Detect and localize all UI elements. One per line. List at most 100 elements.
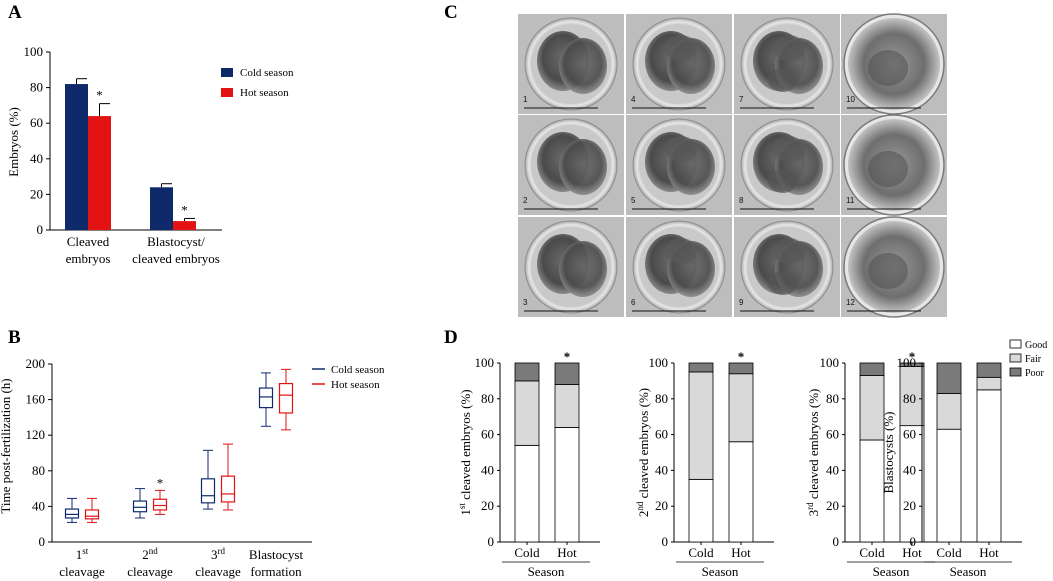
panel-d-ytick-label: 80 bbox=[655, 391, 668, 406]
panel-d-legend: Good Fair Poor bbox=[1009, 339, 1047, 379]
panel-a-xlabels: Cleaved embryos Blastocyst/cleaved embryos bbox=[66, 234, 220, 266]
panel-d-ytick-label: 40 bbox=[826, 462, 839, 477]
panel-d-category-label: Cold bbox=[936, 545, 962, 560]
bar bbox=[173, 221, 196, 230]
blastomere bbox=[773, 136, 805, 162]
box bbox=[152, 498, 168, 511]
panel-a-xlabel: Blastocyst/ bbox=[147, 234, 205, 249]
stack-segment-fair bbox=[514, 380, 540, 446]
significance-mark: * bbox=[564, 349, 571, 364]
panel-b-ytick-label: 120 bbox=[26, 427, 46, 442]
panel-b-boxes: * bbox=[64, 368, 294, 523]
panel-b-xlabel: 1st bbox=[76, 546, 89, 562]
blastomere bbox=[559, 38, 607, 94]
panel-a-xlabel: Cleaved bbox=[67, 234, 110, 249]
panel-b-ytick-label: 80 bbox=[32, 463, 45, 478]
panel-d-xlabel: Season bbox=[528, 564, 565, 579]
legend-swatch-cold bbox=[221, 68, 233, 77]
micrograph-number: 2 bbox=[523, 196, 528, 205]
legend-label-cold-b: Cold season bbox=[331, 364, 385, 376]
panel-d-ytick-label: 60 bbox=[903, 427, 916, 442]
stack-segment-good bbox=[688, 478, 714, 543]
panel-d-subchart: 1st cleaved embryos (%) 0 20 40 60 80 100 Cold *… bbox=[457, 349, 600, 579]
panel-a-ytick-label: 100 bbox=[24, 44, 44, 59]
micrograph-number: 9 bbox=[739, 298, 744, 307]
panel-d-ytick-label: 0 bbox=[910, 534, 917, 549]
panel-d-category-label: Cold bbox=[859, 545, 885, 560]
box bbox=[258, 387, 274, 409]
panel-d-subcharts: 1st cleaved embryos (%) 0 20 40 60 80 100 Cold *… bbox=[457, 349, 1022, 579]
panel-d-subchart: Blastocysts (%) 0 20 40 60 80 100 Cold Hot Season bbox=[881, 355, 1022, 579]
panel-b-xlabel: 2nd bbox=[142, 546, 158, 562]
panel-b-xlabel: Blastocyst bbox=[249, 547, 304, 562]
panel-b-xlabel: formation bbox=[250, 564, 302, 579]
stack-segment-poor bbox=[936, 362, 962, 394]
blastomere bbox=[559, 241, 607, 297]
legend-swatch-fair bbox=[1009, 353, 1022, 363]
panel-a-ytick-label: 0 bbox=[37, 222, 44, 237]
blastomere bbox=[773, 35, 805, 61]
micrograph-tile: 8 bbox=[734, 115, 840, 215]
legend-label-cold: Cold season bbox=[240, 67, 294, 79]
blastomere bbox=[768, 68, 798, 92]
panel-a-legend: Cold season Hot season bbox=[221, 67, 294, 99]
stack-segment-poor bbox=[976, 362, 1002, 378]
panel-label-b: B bbox=[8, 327, 21, 348]
significance-mark: * bbox=[181, 202, 188, 217]
micrograph-tile: 1 bbox=[518, 14, 624, 114]
blastomere bbox=[773, 238, 805, 264]
panel-d-ytick-label: 100 bbox=[649, 355, 669, 370]
panel-a-ytick-label: 80 bbox=[30, 80, 43, 95]
stack-segment-good bbox=[728, 441, 754, 543]
micrograph-tile: 3 bbox=[518, 217, 624, 317]
stack-segment-poor bbox=[554, 362, 580, 385]
stack-segment-fair bbox=[899, 366, 925, 427]
panel-d-ytick-label: 20 bbox=[826, 498, 839, 513]
stack-segment-fair bbox=[936, 393, 962, 430]
panel-d-ytick-label: 20 bbox=[903, 498, 916, 513]
panel-a-ytick-label: 40 bbox=[30, 151, 43, 166]
stack-segment-poor bbox=[688, 362, 714, 373]
significance-mark: * bbox=[738, 349, 745, 364]
panel-d-ytick-label: 0 bbox=[662, 534, 669, 549]
panel-d-ytick-label: 0 bbox=[833, 534, 840, 549]
panel-b-ylabel: Time post-fertilization (h) bbox=[0, 378, 13, 513]
panel-d-category-label: Cold bbox=[514, 545, 540, 560]
panel-d-ytick-label: 40 bbox=[903, 462, 916, 477]
panel-d-ytick-label: 100 bbox=[475, 355, 495, 370]
box bbox=[220, 475, 236, 503]
micrograph-tile: 4 bbox=[626, 14, 732, 114]
panel-d-subchart: 3rd cleaved embryos (%) 0 20 40 60 80 100 Cold *… bbox=[805, 349, 945, 579]
significance-mark: * bbox=[96, 88, 103, 103]
blastomere bbox=[768, 169, 798, 193]
panel-b-ytick-label: 0 bbox=[39, 534, 46, 549]
panel-a-xlabel: cleaved embryos bbox=[132, 251, 220, 266]
panel-label-d: D bbox=[444, 327, 458, 348]
inner-cell-mass bbox=[868, 253, 908, 289]
panel-b-xlabel: cleavage bbox=[127, 564, 173, 579]
stack-segment-good bbox=[936, 428, 962, 543]
bar bbox=[150, 187, 173, 230]
panel-d-ytick-label: 80 bbox=[481, 391, 494, 406]
panel-a-axes: 0 20 40 60 80 100 bbox=[24, 44, 222, 237]
panel-b-ytick-label: 200 bbox=[26, 356, 46, 371]
stack-segment-fair bbox=[859, 375, 885, 441]
box bbox=[84, 509, 100, 520]
panel-a-ytick-label: 20 bbox=[30, 186, 43, 201]
micrograph-number: 4 bbox=[631, 95, 636, 104]
stack-segment-poor bbox=[514, 362, 540, 382]
blastomere bbox=[768, 271, 798, 295]
panel-d-ytick-label: 20 bbox=[655, 498, 668, 513]
panel-d-category-label: Hot bbox=[731, 545, 751, 560]
micrograph-tile: 11 bbox=[841, 114, 947, 216]
micrograph-tile: 10 bbox=[841, 13, 947, 115]
stack-segment-fair bbox=[976, 376, 1002, 391]
panel-d-ytick-label: 100 bbox=[820, 355, 840, 370]
panel-b-xlabel: cleavage bbox=[195, 564, 241, 579]
panel-d-ytick-label: 20 bbox=[481, 498, 494, 513]
panel-label-c: C bbox=[444, 2, 458, 23]
blastomere bbox=[559, 139, 607, 195]
box bbox=[200, 478, 216, 504]
stack-segment-poor bbox=[859, 362, 885, 376]
